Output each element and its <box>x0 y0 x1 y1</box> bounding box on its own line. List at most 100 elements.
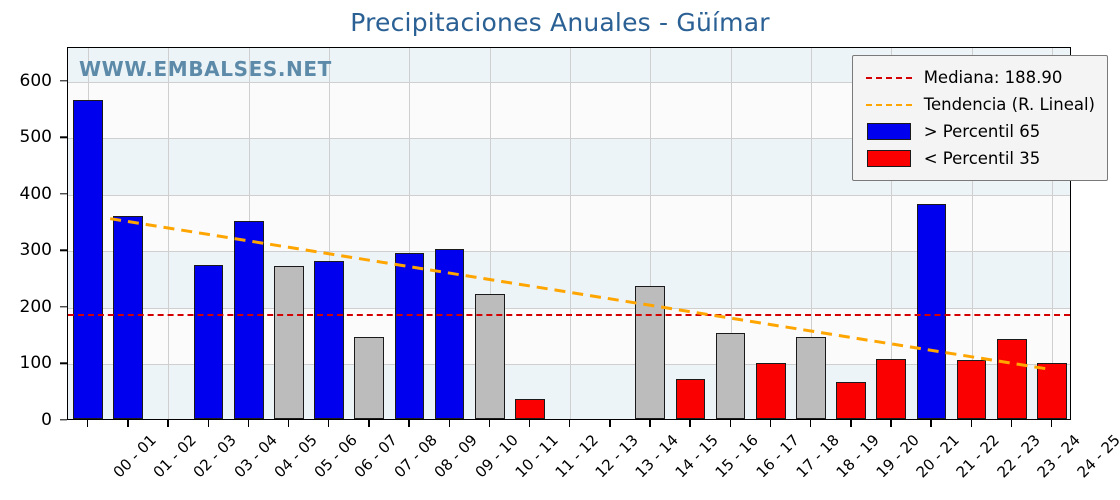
x-tick-mark <box>247 420 250 427</box>
trend-line <box>109 217 1049 371</box>
x-tick-label: 12 - 13 <box>591 431 642 482</box>
x-tick-mark <box>328 420 330 427</box>
gridline-vertical <box>570 48 571 419</box>
x-tick-label: 05 - 06 <box>310 431 361 482</box>
bar-05-06[interactable] <box>274 266 304 419</box>
gridline-vertical <box>168 48 170 419</box>
x-tick-mark <box>769 420 772 427</box>
bar-03-04[interactable] <box>193 264 224 419</box>
bar-19-20[interactable] <box>836 381 866 419</box>
x-tick-label: 10 - 11 <box>511 431 562 482</box>
legend-key <box>863 123 915 140</box>
y-tick-label: 0 <box>41 410 52 430</box>
gridline-horizontal <box>68 138 1070 140</box>
gridline-vertical <box>1051 48 1053 419</box>
x-tick-mark <box>448 420 450 427</box>
x-tick-mark <box>528 420 531 427</box>
legend-entry[interactable]: Tendencia (R. Lineal) <box>863 91 1095 118</box>
x-tick-mark <box>850 420 852 427</box>
bar-20-21[interactable] <box>876 359 907 419</box>
legend-entry[interactable]: > Percentil 65 <box>863 118 1095 145</box>
x-tick-mark <box>970 420 972 427</box>
bar-24-25[interactable] <box>1037 363 1067 419</box>
y-tick-mark <box>60 136 67 139</box>
gridline-vertical <box>650 48 652 419</box>
legend-key <box>863 150 915 167</box>
x-tick-label: 00 - 01 <box>109 431 160 482</box>
legend-key <box>863 76 915 79</box>
percentil-35-swatch <box>866 150 911 167</box>
bar-23-24[interactable] <box>996 338 1027 419</box>
x-tick-mark <box>87 420 89 427</box>
legend-label: Mediana: 188.90 <box>923 68 1063 87</box>
y-tick-label: 400 <box>19 183 52 204</box>
bar-series <box>68 48 1070 419</box>
x-tick-label: 01 - 02 <box>149 431 201 482</box>
legend-entry[interactable]: < Percentil 35 <box>863 145 1095 172</box>
x-tick-label: 22 - 23 <box>993 431 1044 482</box>
trend-line-swatch <box>865 103 912 106</box>
chart-title: Precipitaciones Anuales - Güímar <box>350 8 770 37</box>
x-tick-mark <box>609 420 611 427</box>
x-tick-mark <box>368 420 370 427</box>
gridline-vertical <box>810 48 812 419</box>
y-tick-mark <box>60 362 67 365</box>
x-tick-mark <box>930 420 932 427</box>
x-tick-label: 14 - 15 <box>671 431 723 482</box>
bar-21-22[interactable] <box>916 203 947 419</box>
legend-label: > Percentil 65 <box>923 122 1041 141</box>
x-tick-label: 13 - 14 <box>631 431 683 482</box>
gridlines <box>68 48 1070 419</box>
legend-label: < Percentil 35 <box>923 149 1041 168</box>
x-tick-mark <box>569 420 571 427</box>
x-tick-mark <box>287 420 290 427</box>
x-tick-label: 21 - 22 <box>952 431 1004 482</box>
y-tick-label: 600 <box>19 70 52 91</box>
gridline-vertical <box>409 48 411 419</box>
bar-04-05[interactable] <box>233 221 264 419</box>
bar-09-10[interactable] <box>434 249 465 419</box>
bar-15-16[interactable] <box>675 378 706 419</box>
bar-11-12[interactable] <box>514 398 545 419</box>
gridline-horizontal <box>68 307 1070 309</box>
bar-08-09[interactable] <box>394 253 425 419</box>
bar-06-07[interactable] <box>314 260 344 419</box>
x-tick-mark <box>1010 420 1013 427</box>
x-tick-label: 19 - 20 <box>872 431 923 482</box>
x-tick-mark <box>729 420 732 427</box>
y-tick-mark <box>60 419 67 421</box>
y-tick-mark <box>60 249 67 252</box>
x-tick-label: 02 - 03 <box>189 431 241 482</box>
legend-entry[interactable]: Mediana: 188.90 <box>863 64 1095 91</box>
gridline-vertical <box>891 48 893 419</box>
median-line-swatch <box>865 76 912 79</box>
x-tick-mark <box>127 420 129 427</box>
legend-key <box>863 103 915 106</box>
x-tick-mark <box>207 420 209 427</box>
gridline-horizontal <box>68 81 1070 83</box>
x-tick-label: 18 - 19 <box>832 431 883 482</box>
bar-18-19[interactable] <box>796 337 826 419</box>
gridline-horizontal <box>68 251 1070 253</box>
bar-00-01[interactable] <box>73 99 103 419</box>
bar-22-23[interactable] <box>956 359 987 419</box>
x-tick-mark <box>649 420 651 427</box>
x-tick-label: 17 - 18 <box>792 431 843 482</box>
bar-01-02[interactable] <box>113 215 144 419</box>
y-tick-label: 300 <box>19 240 52 261</box>
x-tick-label: 11 - 12 <box>551 431 602 482</box>
bar-16-17[interactable] <box>715 332 746 419</box>
bar-07-08[interactable] <box>354 337 385 419</box>
bar-14-15[interactable] <box>635 285 666 419</box>
median-reference-line <box>68 314 1070 317</box>
x-tick-label: 24 - 25 <box>1073 431 1120 482</box>
gridline-vertical <box>329 48 331 419</box>
bar-17-18[interactable] <box>755 362 786 419</box>
percentil-65-swatch <box>866 123 911 140</box>
y-tick-mark <box>60 193 67 195</box>
gridline-vertical <box>971 48 973 419</box>
x-tick-label: 16 - 17 <box>752 431 803 482</box>
x-tick-label: 07 - 08 <box>390 431 442 482</box>
x-tick-label: 08 - 09 <box>430 431 482 482</box>
